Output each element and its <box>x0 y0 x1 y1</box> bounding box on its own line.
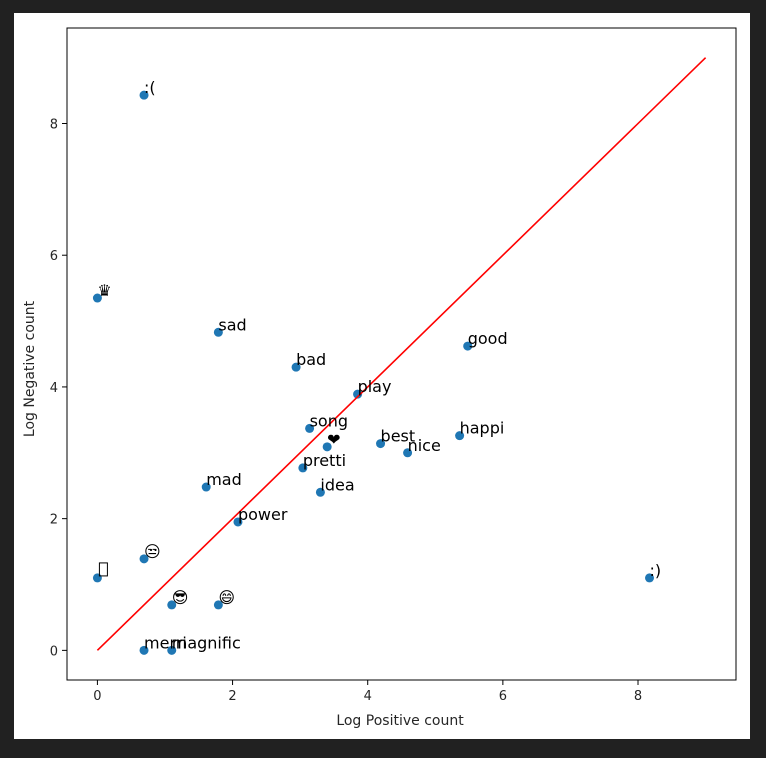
plot-frame <box>66 27 737 681</box>
x-tick-label: 6 <box>499 689 507 704</box>
y-axis-title: Log Negative count <box>22 300 38 437</box>
point-label: merri <box>144 633 187 652</box>
data-point <box>139 554 149 564</box>
point-label: happi <box>460 419 505 438</box>
data-point <box>213 600 223 610</box>
chart-figure: 0 2 4 6 8 0 2 4 6 8 :( ♛ sad bad good play song ❤ best nice… <box>14 13 750 739</box>
data-point <box>201 482 211 492</box>
data-point <box>315 487 325 497</box>
data-point <box>353 389 363 399</box>
data-point <box>139 90 149 100</box>
y-tick-label: 2 <box>50 513 58 528</box>
point-label: ♛ <box>97 281 111 300</box>
y-tick-label: 0 <box>50 644 58 659</box>
data-point <box>298 463 308 473</box>
point-label: play <box>358 377 392 396</box>
point-label: sad <box>218 315 246 334</box>
data-point <box>455 431 465 441</box>
data-point <box>305 423 315 433</box>
point-label: idea <box>320 475 354 494</box>
data-point <box>167 600 177 610</box>
data-point <box>92 293 102 303</box>
point-label: power <box>238 505 288 524</box>
y-tick-label: 8 <box>50 117 58 132</box>
data-point <box>291 362 301 372</box>
data-point <box>167 645 177 655</box>
point-label: ❤ <box>327 430 340 449</box>
point-label: 😎 <box>172 588 189 607</box>
point-label: bad <box>296 350 326 369</box>
scatter-chart: 0 2 4 6 8 0 2 4 6 8 :( ♛ sad bad good play song❤ bestnice… <box>22 27 737 729</box>
point-label: good <box>468 329 508 348</box>
point-label: pretti <box>303 451 346 470</box>
x-tick-label: 8 <box>634 689 642 704</box>
point-label: 😄 <box>218 588 235 607</box>
point-label: :) <box>650 561 662 580</box>
point-label: magnific <box>172 633 241 652</box>
data-point <box>645 573 655 583</box>
data-point <box>463 341 473 351</box>
data-point <box>233 517 243 527</box>
point-label: song <box>310 411 348 430</box>
x-tick-label: 0 <box>93 689 101 704</box>
point-label: 😒 <box>144 542 161 561</box>
x-axis-title: Log Positive count <box>336 713 464 729</box>
missing-glyph-box <box>98 562 108 577</box>
data-point <box>376 439 386 449</box>
point-label: mad <box>206 470 242 489</box>
x-tick-label: 4 <box>364 689 372 704</box>
data-point <box>213 327 223 337</box>
data-point <box>403 448 413 458</box>
data-point <box>322 442 332 452</box>
y-tick-label: 6 <box>50 249 58 264</box>
x-tick-label: 2 <box>228 689 236 704</box>
data-point <box>92 573 102 583</box>
reference-line <box>96 57 707 651</box>
point-label: :( <box>144 78 156 97</box>
data-point <box>139 645 149 655</box>
point-label: best <box>381 427 416 446</box>
point-label: nice <box>408 436 441 455</box>
y-tick-label: 4 <box>50 381 58 396</box>
